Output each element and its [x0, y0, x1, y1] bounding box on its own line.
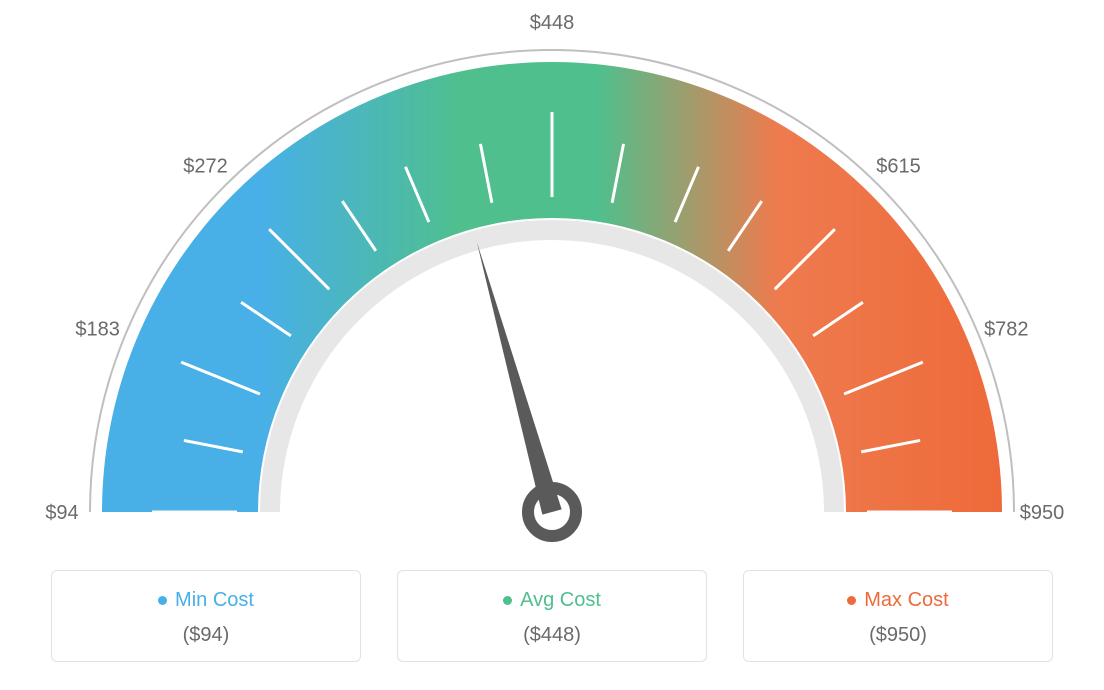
gauge-tick-label: $782: [984, 318, 1029, 340]
legend-title-avg: Avg Cost: [503, 589, 601, 612]
cost-gauge: $94 $183 $272 $448 $615 $782 $950: [0, 0, 1104, 560]
gauge-tick-label: $950: [1020, 502, 1065, 524]
legend-title-min: Min Cost: [158, 589, 254, 612]
gauge-tick-label: $94: [45, 502, 78, 524]
legend-card-avg: Avg Cost ($448): [397, 570, 707, 662]
legend-label-max: Max Cost: [864, 589, 948, 612]
gauge-svg: $94 $183 $272 $448 $615 $782 $950: [0, 0, 1104, 560]
legend-dot-min: [158, 596, 167, 605]
legend-dot-max: [847, 596, 856, 605]
legend-card-min: Min Cost ($94): [51, 570, 361, 662]
gauge-tick-label: $448: [530, 12, 575, 34]
legend-label-min: Min Cost: [175, 589, 254, 612]
legend-value-avg: ($448): [410, 624, 694, 647]
legend-title-max: Max Cost: [847, 589, 948, 612]
legend-value-max: ($950): [756, 624, 1040, 647]
gauge-tick-label: $272: [183, 156, 228, 178]
legend-value-min: ($94): [64, 624, 348, 647]
legend-card-max: Max Cost ($950): [743, 570, 1053, 662]
legend-dot-avg: [503, 596, 512, 605]
gauge-needle: [477, 242, 562, 514]
legend-row: Min Cost ($94) Avg Cost ($448) Max Cost …: [0, 570, 1104, 662]
gauge-tick-label: $615: [876, 156, 921, 178]
gauge-tick-label: $183: [75, 318, 120, 340]
legend-label-avg: Avg Cost: [520, 589, 601, 612]
